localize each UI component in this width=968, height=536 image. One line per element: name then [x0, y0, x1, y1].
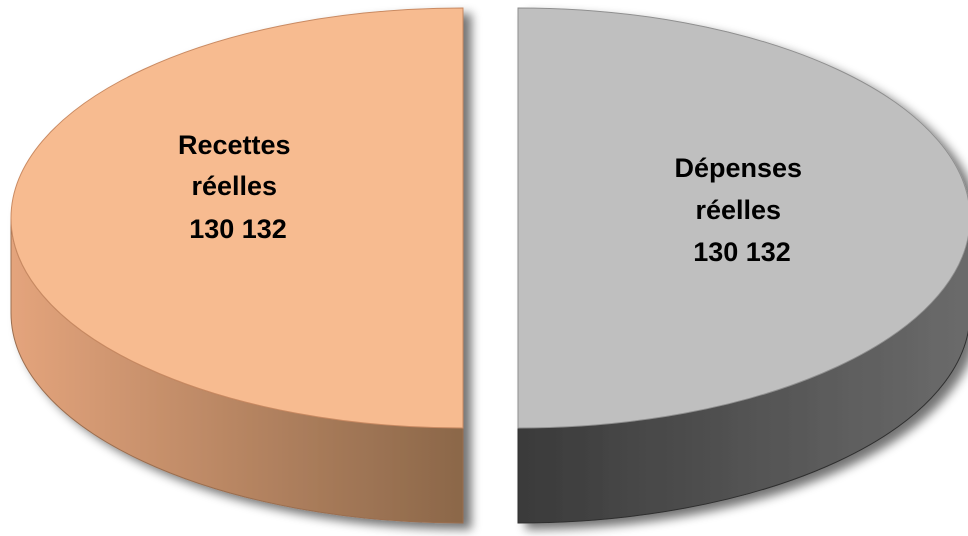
slice-label-depenses-line-1: Dépenses — [674, 153, 802, 183]
pie-slice-recettes — [10, 7, 464, 524]
slice-label-recettes-line-1: Recettes — [178, 130, 291, 160]
slice-label-depenses-line-3: 130 132 — [693, 237, 791, 267]
slice-label-depenses: Dépenses réelles 130 132 — [674, 153, 809, 267]
slice-label-depenses-line-2: réelles — [695, 195, 781, 225]
pie-slice-recettes-top — [10, 7, 464, 429]
slice-label-recettes: Recettes réelles 130 132 — [178, 130, 298, 244]
slice-label-recettes-line-3: 130 132 — [189, 214, 287, 244]
pie-slice-depenses — [517, 7, 968, 524]
pie-slice-depenses-top — [517, 7, 968, 429]
slice-label-recettes-line-2: réelles — [191, 171, 277, 201]
